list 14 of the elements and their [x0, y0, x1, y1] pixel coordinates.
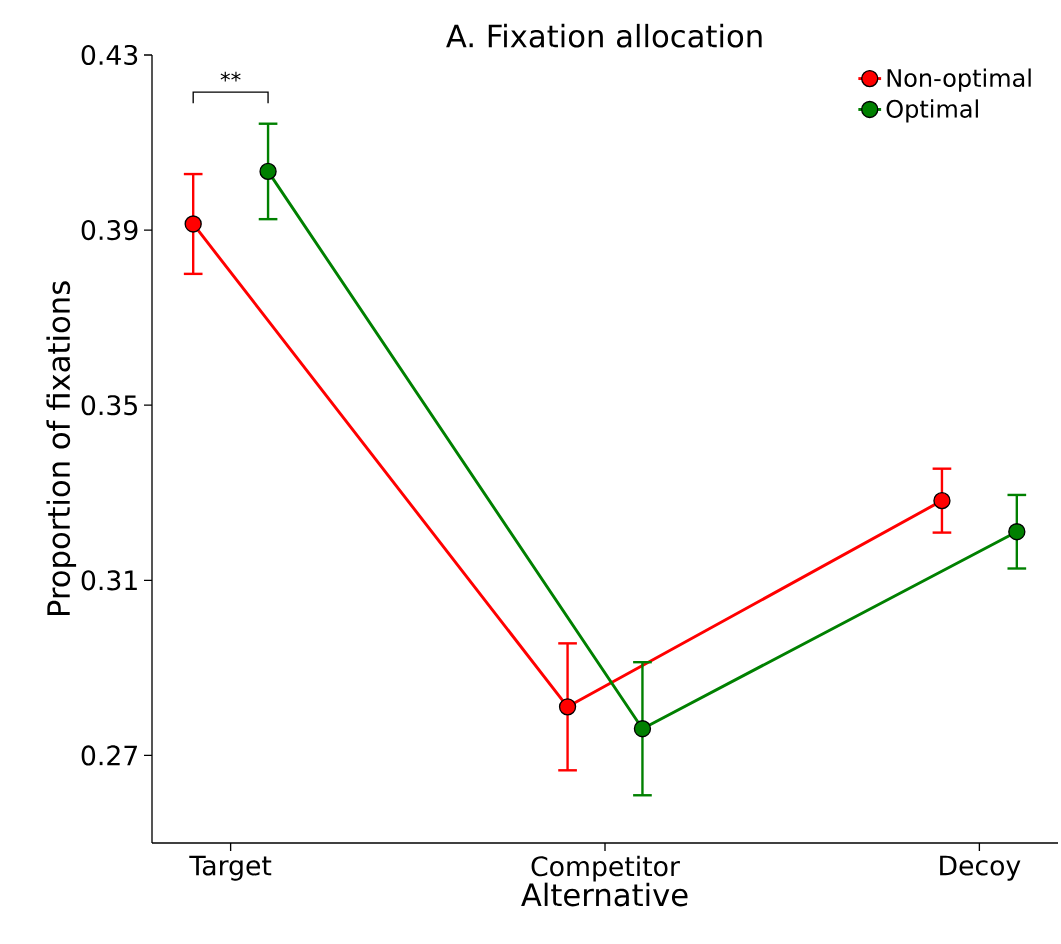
y-tick-label: 0.39 — [81, 220, 138, 241]
y-axis-title: Proportion of fixations — [46, 281, 77, 616]
y-tick-label: 0.35 — [81, 395, 137, 416]
y-tick-label: 0.43 — [81, 44, 138, 66]
y-tick-label: 0.27 — [81, 745, 137, 766]
x-tick-label: Decoy — [940, 855, 1021, 881]
legend-label: Non-optimal — [887, 68, 1031, 92]
legend-label: Optimal — [886, 99, 978, 123]
chart-title: A. Fixation allocation — [446, 23, 762, 48]
x-tick-label: Competitor — [531, 855, 680, 882]
x-axis-title: Alternative — [521, 882, 688, 907]
annotation: ** — [220, 71, 241, 82]
x-tick-label: Target — [189, 855, 272, 881]
y-tick-label: 0.31 — [81, 570, 137, 591]
